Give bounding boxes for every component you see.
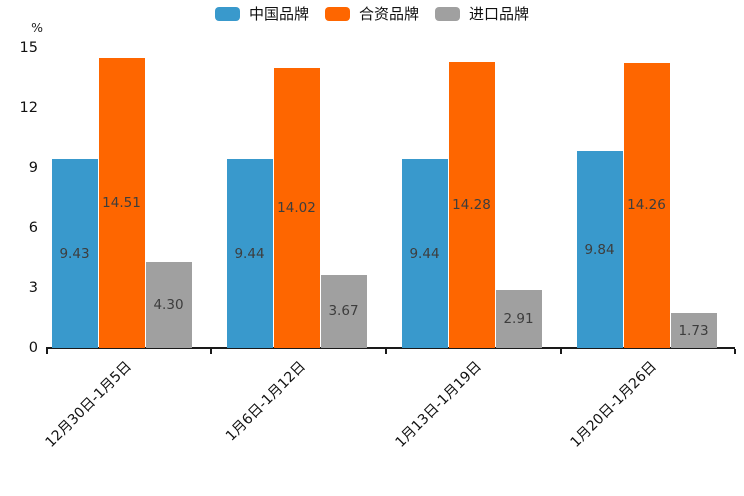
bar-value-label: 4.30 xyxy=(153,297,184,313)
bar-value-label: 1.73 xyxy=(678,322,709,339)
legend-item-series-2[interactable]: 进口品牌 xyxy=(435,5,529,23)
bar-value-label: 9.44 xyxy=(234,245,265,262)
bar-中国品牌-0 xyxy=(51,159,98,348)
legend-swatch-icon xyxy=(214,7,240,21)
bar-value-label: 9.43 xyxy=(59,245,90,262)
legend-label: 中国品牌 xyxy=(248,5,309,23)
bar-value-label: 14.26 xyxy=(627,197,666,214)
bar-value-label: 14.51 xyxy=(102,194,141,211)
legend-label: 合资品牌 xyxy=(358,5,419,23)
y-axis-tick-label: 0 xyxy=(28,339,38,356)
bar-value-label: 3.67 xyxy=(328,303,359,320)
bar-value-label: 14.02 xyxy=(277,199,316,216)
legend-swatch-icon xyxy=(324,7,350,21)
bar-中国品牌-3 xyxy=(576,151,623,348)
bar-合资品牌-2 xyxy=(448,62,495,348)
x-axis-category-label: 1月6日-1月12日 xyxy=(223,358,310,445)
legend-item-series-0[interactable]: 中国品牌 xyxy=(214,5,309,23)
y-axis-tick-label: 6 xyxy=(28,219,38,236)
x-axis-tick-mark xyxy=(559,349,562,354)
bar-合资品牌-1 xyxy=(273,67,320,348)
bar-value-label: 14.28 xyxy=(452,197,491,214)
x-axis-category-label: 1月20日-1月26日 xyxy=(567,358,660,451)
bar-value-label: 9.84 xyxy=(584,241,615,258)
x-axis-category-label: 1月13日-1月19日 xyxy=(392,358,485,451)
bar-合资品牌-0 xyxy=(98,57,145,348)
legend-swatch-icon xyxy=(435,7,460,21)
bar-进口品牌-3 xyxy=(670,313,717,348)
bar-中国品牌-2 xyxy=(401,159,448,348)
x-axis-tick-mark xyxy=(209,349,212,354)
bar-进口品牌-1 xyxy=(320,274,367,348)
bar-进口品牌-0 xyxy=(145,262,192,348)
y-axis-tick-label: 15 xyxy=(19,39,38,56)
legend-item-series-1[interactable]: 合资品牌 xyxy=(324,5,419,23)
bar-进口品牌-2 xyxy=(495,289,542,348)
y-axis-unit-label: % xyxy=(31,20,43,35)
x-axis-category-label: 12月30日-1月5日 xyxy=(42,358,135,451)
bar-value-label: 9.44 xyxy=(409,245,440,262)
bar-中国品牌-1 xyxy=(226,159,273,348)
x-axis-line xyxy=(46,347,735,349)
x-axis-tick-mark xyxy=(46,349,48,354)
chart-legend: 中国品牌 合资品牌 进口品牌 xyxy=(0,5,744,23)
y-axis-tick-label: 3 xyxy=(28,279,38,296)
bar-合资品牌-3 xyxy=(623,62,670,348)
y-axis-tick-label: 12 xyxy=(19,99,38,116)
x-axis-tick-mark xyxy=(384,349,387,354)
legend-label: 进口品牌 xyxy=(469,5,530,23)
bar-value-label: 2.91 xyxy=(503,310,534,327)
x-axis-tick-mark xyxy=(734,349,736,354)
y-axis-tick-label: 9 xyxy=(28,159,38,176)
